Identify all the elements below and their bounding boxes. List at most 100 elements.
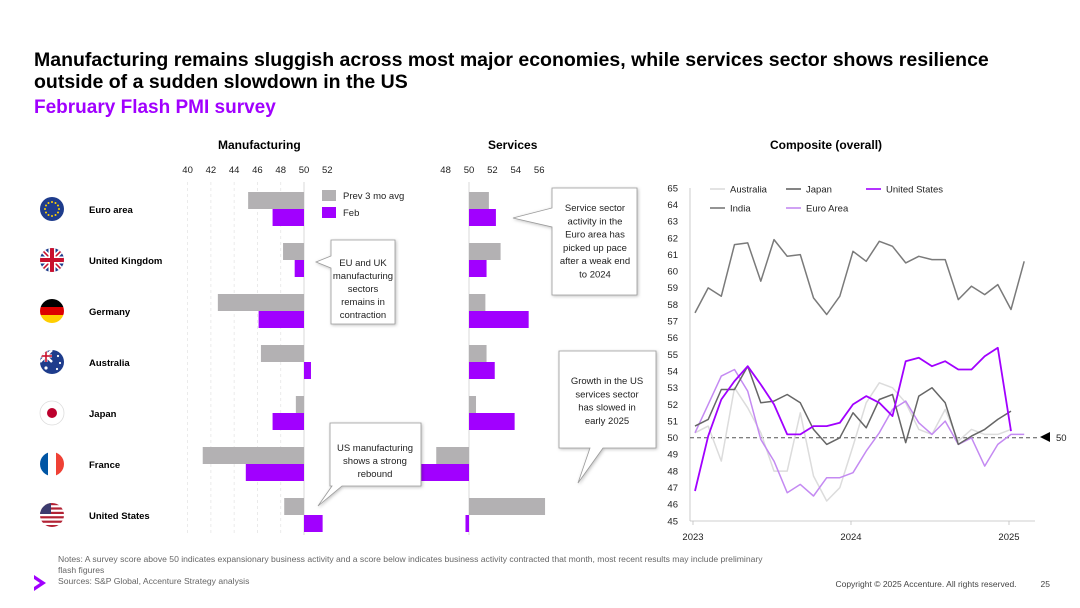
country-label: Japan [89, 409, 117, 420]
composite-y-tick-label: 47 [667, 483, 678, 494]
manufacturing-bar-prev [295, 396, 304, 413]
composite-y-tick-label: 46 [667, 500, 678, 511]
composite-y-tick-label: 50 [667, 433, 678, 444]
manufacturing-bar-feb [304, 362, 311, 379]
composite-y-tick-label: 55 [667, 350, 678, 361]
us-flag [40, 503, 64, 527]
us-mfg-callout-text: US manufacturing shows a strong rebound [337, 443, 413, 480]
composite-y-tick-label: 53 [667, 383, 678, 394]
slide-subtitle: February Flash PMI survey [34, 97, 276, 118]
notes: Notes: A survey score above 50 indicates… [58, 554, 778, 587]
manufacturing-bar-feb [245, 464, 304, 481]
manufacturing-tick-label: 52 [322, 165, 333, 176]
services-tick-label: 52 [487, 165, 498, 176]
euro-services-callout-text: Service sector activity in the Euro area h… [560, 203, 630, 281]
uk-flag [40, 248, 64, 272]
manufacturing-bar-feb [294, 260, 304, 277]
reference-50-label: 50 [1056, 433, 1067, 444]
composite-y-tick-label: 45 [667, 516, 678, 527]
services-title: Services [488, 138, 538, 152]
page-number: 25 [1040, 579, 1050, 589]
manufacturing-bar-prev [248, 192, 304, 209]
composite-y-tick-label: 60 [667, 267, 678, 278]
manufacturing-bar-prev [217, 294, 304, 311]
legend-prev-label: Prev 3 mo avg [343, 191, 404, 202]
footer: Copyright © 2025 Accenture. All rights r… [811, 579, 1050, 589]
services-bar-prev [436, 447, 469, 464]
services-bar-prev [469, 243, 501, 260]
services-bar-prev [469, 192, 489, 209]
composite-x-tick-label: 2025 [998, 532, 1019, 543]
services-tick-label: 54 [511, 165, 522, 176]
country-label: France [89, 460, 120, 471]
manufacturing-bar-prev [260, 345, 304, 362]
manufacturing-bar-prev [284, 498, 304, 515]
services-tick-label: 56 [534, 165, 545, 176]
japan-flag [39, 400, 65, 426]
manufacturing-axis-ticks: 40 42 44 46 48 50 52 [182, 165, 332, 176]
legend-feb-label: Feb [343, 208, 359, 219]
composite-y-tick-label: 64 [667, 200, 678, 211]
eu-uk-callout-box [314, 239, 396, 325]
country-label: Euro area [89, 205, 134, 216]
services-bar-feb [469, 413, 515, 430]
services-bar-prev [469, 345, 487, 362]
country-label: United Kingdom [89, 256, 162, 267]
composite-x-tick-label: 2024 [840, 532, 861, 543]
composite-axes: 45 46 47 48 49 50 51 52 53 54 55 56 57 58 59 60 61 62 63 64… [667, 183, 1040, 543]
services-bar-feb [469, 260, 487, 277]
composite-legend-label: India [730, 203, 751, 214]
manufacturing-tick-label: 40 [182, 165, 193, 176]
manufacturing-tick-label: 50 [299, 165, 310, 176]
composite-legend-label: Japan [806, 184, 832, 195]
manufacturing-title: Manufacturing [218, 138, 301, 152]
manufacturing-bars [202, 192, 323, 532]
composite-y-tick-label: 54 [667, 366, 678, 377]
composite-y-tick-label: 63 [667, 217, 678, 228]
copyright: Copyright © 2025 Accenture. All rights r… [835, 579, 1017, 589]
services-bar-prev [469, 498, 546, 515]
services-tick-label: 48 [440, 165, 451, 176]
manufacturing-tick-label: 44 [229, 165, 240, 176]
sources-text: Sources: S&P Global, Accenture Strategy … [58, 576, 250, 586]
composite-legend: Australia Japan United States India Euro Are… [710, 184, 943, 214]
composite-line-united-states [694, 346, 1012, 492]
slide-title: Manufacturing remains sluggish across mo… [34, 49, 989, 93]
manufacturing-bar-prev [283, 243, 304, 260]
services-bar-feb [469, 362, 495, 379]
france-flag [40, 452, 64, 476]
composite-legend-label: Euro Area [806, 203, 849, 214]
services-bar-prev [469, 294, 486, 311]
services-axis-ticks: 48 50 52 54 56 [440, 165, 544, 176]
eu-uk-callout-text: EU and UK manufacturing sectors remains in c… [333, 258, 393, 321]
euro-services-callout-box [512, 187, 638, 296]
manufacturing-tick-label: 42 [206, 165, 217, 176]
composite-y-tick-label: 52 [667, 400, 678, 411]
composite-y-tick-label: 56 [667, 333, 678, 344]
services-tick-label: 50 [464, 165, 475, 176]
notes-text: Notes: A survey score above 50 indicates… [58, 554, 763, 575]
composite-y-tick-label: 58 [667, 300, 678, 311]
services-bar-feb [469, 311, 529, 328]
composite-y-tick-label: 49 [667, 450, 678, 461]
reference-50-marker: 50 [1040, 432, 1067, 444]
composite-y-tick-label: 62 [667, 233, 678, 244]
composite-line-australia [694, 382, 1012, 502]
euro-area-flag [40, 197, 64, 221]
composite-line-india [694, 238, 1025, 316]
country-label: Germany [89, 307, 131, 318]
manufacturing-tick-label: 46 [252, 165, 263, 176]
country-label: United States [89, 511, 150, 522]
composite-x-tick-label: 2023 [682, 532, 703, 543]
composite-y-tick-label: 65 [667, 183, 678, 194]
manufacturing-bar-feb [304, 515, 323, 532]
germany-flag [40, 299, 64, 323]
services-bar-prev [469, 396, 477, 413]
australia-flag [40, 350, 64, 374]
manufacturing-bar-prev [202, 447, 304, 464]
us-mfg-callout-box [317, 422, 422, 507]
composite-y-tick-label: 59 [667, 283, 678, 294]
manufacturing-tick-label: 48 [275, 165, 286, 176]
services-bars [404, 182, 546, 535]
